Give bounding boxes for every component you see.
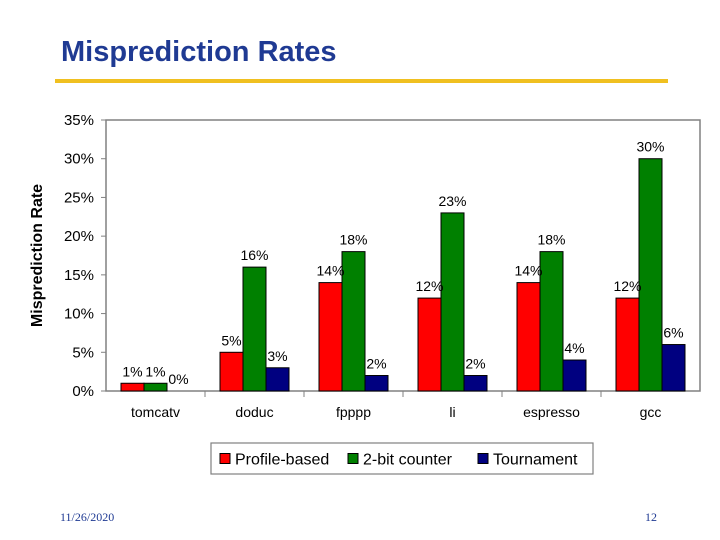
data-labels-layer: 1% 1% 0%5%16%3%14%18%2%12%23%2%14%18%4%12%…	[122, 139, 683, 387]
bar-tournament-doduc	[265, 367, 290, 392]
x-category-label: fpppp	[336, 404, 371, 420]
data-label: 12%	[613, 278, 641, 294]
bar-2-bit-counter-espresso	[539, 251, 564, 392]
bar-profile-based-fpppp	[318, 282, 343, 392]
data-label: 14%	[514, 263, 542, 279]
x-category-label: gcc	[640, 404, 662, 420]
data-label: 18%	[339, 232, 367, 248]
bar-tournament-fpppp	[364, 375, 389, 392]
data-label: 3%	[267, 348, 287, 364]
x-category-label: doduc	[235, 404, 273, 420]
bar-tournament-li	[463, 375, 488, 392]
bar-profile-based-tomcatv	[120, 382, 145, 392]
legend-swatch	[219, 453, 231, 464]
y-tick-label: 5%	[72, 344, 94, 361]
bar-tournament-espresso	[562, 359, 587, 392]
data-label: 1%	[122, 363, 142, 379]
plot-area-frame	[105, 119, 701, 392]
data-label: 18%	[537, 232, 565, 248]
x-category-label: tomcatv	[131, 404, 180, 420]
legend-box	[210, 442, 594, 475]
bar-2-bit-counter-gcc	[638, 158, 663, 392]
y-tick-label: 10%	[64, 306, 94, 323]
bar-2-bit-counter-tomcatv	[143, 382, 168, 392]
y-axis-title: Misprediction Rate	[29, 184, 46, 327]
data-label: 0%	[168, 371, 188, 387]
data-label: 12%	[415, 278, 443, 294]
legend-swatch	[347, 453, 359, 464]
y-tick-label: 25%	[64, 189, 94, 206]
x-category-label: espresso	[523, 404, 580, 420]
footer-date: 11/26/2020	[60, 510, 115, 524]
data-label: 2%	[366, 356, 386, 372]
bar-profile-based-doduc	[219, 351, 244, 392]
bars-layer	[120, 158, 686, 392]
y-tick-label: 20%	[64, 228, 94, 245]
data-label: 30%	[636, 139, 664, 155]
legend-label: Profile-based	[235, 452, 329, 469]
bar-profile-based-li	[417, 297, 442, 392]
data-label: 1%	[145, 363, 165, 379]
legend-swatch	[477, 453, 489, 464]
data-label: 4%	[564, 340, 584, 356]
slide-title: Misprediction Rates	[61, 36, 337, 68]
y-tick-label: 0%	[72, 383, 94, 400]
y-tick-label: 15%	[64, 267, 94, 284]
y-tick-label: 35%	[64, 112, 94, 129]
bar-2-bit-counter-li	[440, 212, 465, 392]
bar-2-bit-counter-doduc	[242, 266, 267, 392]
legend-layer: Profile-based 2-bit counter Tournament	[210, 442, 594, 475]
data-label: 23%	[438, 193, 466, 209]
legend-label: 2-bit counter	[363, 452, 453, 469]
data-label: 14%	[316, 263, 344, 279]
bar-profile-based-gcc	[615, 297, 640, 392]
data-label: 2%	[465, 356, 485, 372]
data-label: 6%	[663, 325, 683, 341]
bar-tournament-gcc	[661, 344, 686, 392]
legend-label: Tournament	[493, 452, 578, 469]
y-tick-label: 30%	[64, 151, 94, 168]
bar-profile-based-espresso	[516, 282, 541, 392]
bar-2-bit-counter-fpppp	[341, 251, 366, 392]
axes-layer: 0% 5% 10% 15% 20% 25% 30% 35% Misprediction Rate…	[29, 112, 701, 420]
data-label: 16%	[240, 247, 268, 263]
data-label: 5%	[221, 332, 241, 348]
page-number: 12	[645, 510, 657, 524]
x-category-label: li	[449, 404, 455, 420]
title-underline	[55, 79, 668, 83]
